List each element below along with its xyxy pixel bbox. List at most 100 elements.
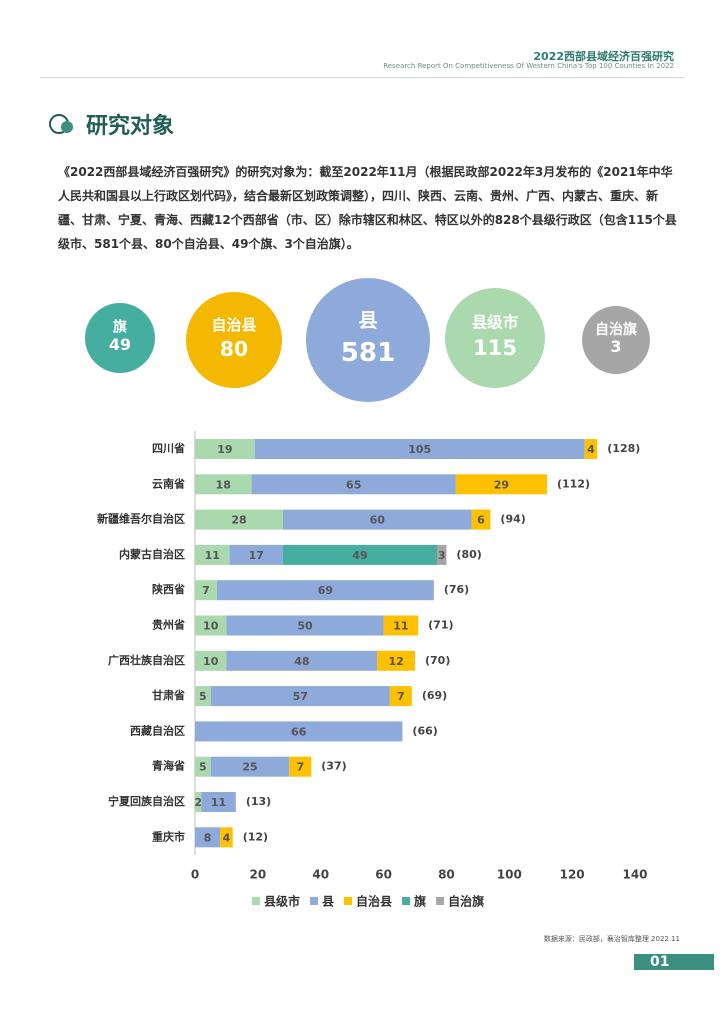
bar-segment [471,509,491,530]
bar-segment [217,580,434,601]
total-label: (76) [444,583,469,596]
total-label: (12) [243,830,268,843]
bar-segment [283,509,472,530]
legend-swatch [402,897,411,905]
category-label: 云南省 [152,476,185,490]
bubble-value: 49 [109,335,131,354]
bar-value-label: 17 [249,549,264,562]
bar-segment [377,650,415,671]
x-tick-label: 120 [560,868,585,882]
bubble-label: 县级市 [472,313,519,332]
bubble [582,306,650,374]
category-label: 甘肃省 [152,688,185,702]
header-subtitle: Research Report On Competitiveness Of We… [383,62,674,70]
bar-segment [195,580,217,601]
x-tick-label: 80 [438,868,455,882]
bar-segment [210,756,290,777]
total-label: (112) [557,477,590,490]
category-label: 四川省 [152,441,185,455]
bar-value-label: 3 [438,549,446,562]
bar-value-label: 57 [293,690,308,703]
bubble-label: 自治旗 [595,321,637,338]
bar-value-label: 50 [297,620,313,633]
bar-value-label: 65 [346,478,361,491]
bar-segment [195,827,221,848]
category-label: 宁夏回族自治区 [108,794,185,808]
bar-value-label: 2 [194,796,202,809]
x-tick-label: 140 [622,868,647,882]
legend-swatch [344,897,353,905]
bar-segment [195,474,252,495]
category-label: 贵州省 [152,618,185,632]
bar-value-label: 11 [205,549,220,562]
category-label: 陕西省 [152,582,185,596]
legend-swatch [310,897,319,905]
bubble-label: 县 [358,309,377,332]
legend-label: 县 [322,895,334,909]
bar-value-label: 105 [408,443,431,456]
bar-value-label: 28 [231,514,246,527]
bar-segment [220,827,233,848]
source: 数据来源：民政部，襄治智库整理 2022.11 [543,935,680,943]
bar-segment [455,474,547,495]
bubble-label: 自治县 [211,316,256,334]
bar-value-label: 5 [199,761,207,774]
total-label: (69) [422,689,447,702]
bubble [306,278,430,402]
bar-value-label: 7 [296,761,304,774]
bar-value-label: 12 [388,655,403,668]
bar-value-label: 66 [291,725,307,738]
x-tick-label: 60 [375,868,392,882]
bubble-label: 旗 [113,319,127,336]
bar-segment [195,686,211,707]
legend-swatch [252,897,260,905]
bar-value-label: 25 [242,761,257,774]
bar-segment [383,615,419,636]
total-label: (128) [607,442,640,455]
bar-segment [226,615,384,636]
bar-segment [195,544,230,565]
bubble-value: 581 [341,338,396,368]
total-label: (71) [428,619,453,632]
bar-value-label: 11 [393,620,408,633]
section-icon [49,114,73,134]
bar-segment [254,439,585,459]
legend-swatch [436,897,445,905]
bar-segment [195,650,227,671]
x-tick-label: 100 [497,868,522,882]
x-tick-label: 0 [191,868,199,882]
bubble-value: 3 [610,337,621,356]
category-label: 重庆市 [152,829,185,843]
total-label: (13) [246,795,271,808]
legend-label: 自治旗 [448,894,484,909]
bar-value-label: 29 [494,478,509,491]
legend-label: 自治县 [356,894,392,909]
bubble [85,303,155,373]
legend-label: 县级市 [264,894,300,909]
bar-segment [389,686,412,707]
bar-value-label: 5 [199,690,207,703]
category-label: 新疆维吾尔自治区 [97,512,185,526]
bar-value-label: 19 [217,443,232,456]
bar-segment [201,792,236,812]
category-label: 内蒙古自治区 [119,547,185,561]
bar-segment [195,756,211,777]
bar-segment [195,792,202,812]
bar-segment [229,544,283,565]
bar-value-label: 8 [204,831,212,844]
category-label: 广西壮族自治区 [108,653,185,667]
bar-segment [210,686,390,707]
bar-value-label: 69 [318,584,333,597]
bar-segment [195,509,283,530]
page-number: 01 [634,954,714,970]
bar-segment [289,756,312,777]
bubble-value: 115 [473,335,517,360]
bar-value-label: 7 [397,690,405,703]
bar-value-label: 10 [203,620,219,633]
total-label: (66) [412,724,437,737]
bar-segment [251,474,456,495]
bar-value-label: 11 [211,796,226,809]
bar-value-label: 18 [216,478,231,491]
legend-label: 旗 [414,894,426,909]
